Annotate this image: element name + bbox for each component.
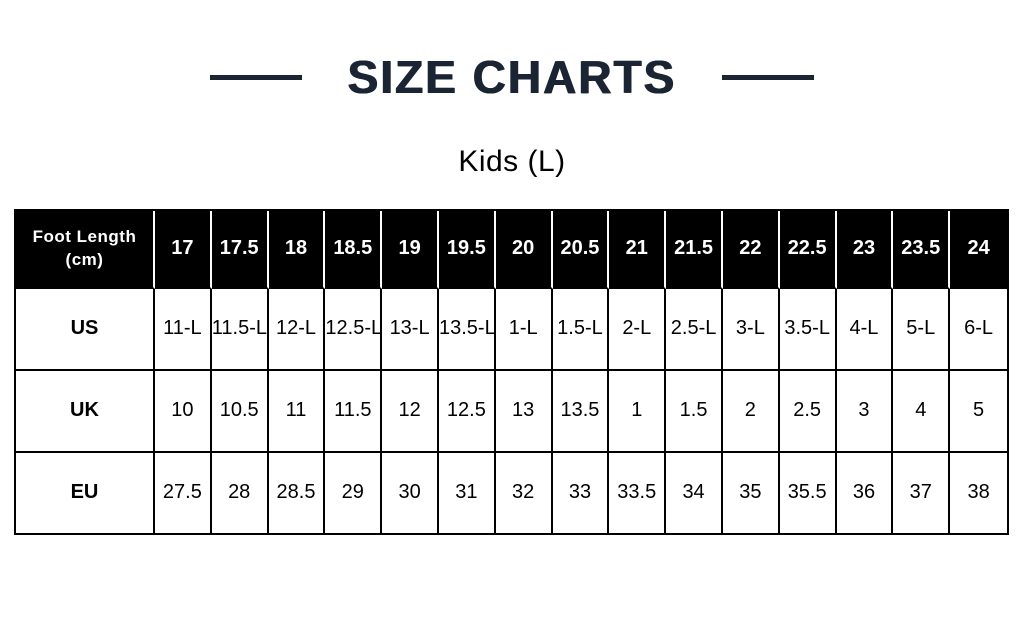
foot-length-header-cell: 18.5 — [325, 210, 383, 289]
foot-length-header-cell: 20 — [495, 210, 553, 289]
size-cell: 3-L — [722, 288, 780, 371]
row-label-us: US — [16, 288, 155, 371]
row-label-eu: EU — [16, 452, 155, 533]
size-cell: 36 — [836, 452, 894, 533]
foot-length-header-cell: 17 — [155, 210, 212, 289]
size-cell: 11-L — [155, 288, 212, 371]
size-cell: 10.5 — [211, 370, 269, 453]
size-cell: 38 — [950, 452, 1007, 533]
foot-length-header-cell: 19.5 — [438, 210, 496, 289]
size-cell: 3.5-L — [779, 288, 837, 371]
foot-length-header-cell: 21.5 — [666, 210, 723, 289]
foot-length-header-cell: 20.5 — [552, 210, 610, 289]
size-cell: 6-L — [950, 288, 1007, 371]
size-cell: 28 — [211, 452, 269, 533]
corner-header-line2: (cm) — [65, 249, 104, 269]
size-cell: 3 — [836, 370, 894, 453]
size-cell: 2.5-L — [666, 288, 723, 371]
size-cell: 4 — [893, 370, 951, 453]
size-cell: 4-L — [836, 288, 894, 371]
size-cell: 12-L — [268, 288, 326, 371]
size-cell: 11 — [268, 370, 326, 453]
corner-header-cell: Foot Length (cm) — [16, 210, 155, 289]
table-row-eu: EU 27.5 28 28.5 29 30 31 32 33 33.5 34 35 35.5 36 37 38 — [16, 452, 1007, 533]
size-cell: 13.5-L — [438, 288, 496, 371]
title-left-dash — [209, 74, 302, 80]
size-cell: 10 — [155, 370, 212, 453]
size-cell: 33 — [552, 452, 610, 533]
size-cell: 13.5 — [552, 370, 610, 453]
size-cell: 11.5-L — [211, 288, 269, 371]
foot-length-header-cell: 22 — [722, 210, 780, 289]
size-cell: 35.5 — [779, 452, 837, 533]
size-cell: 13 — [495, 370, 553, 453]
size-cell: 1-L — [495, 288, 553, 371]
foot-length-header-cell: 24 — [950, 210, 1007, 289]
size-cell: 35 — [722, 452, 780, 533]
foot-length-header-cell: 23.5 — [893, 210, 951, 289]
foot-length-header-cell: 18 — [268, 210, 326, 289]
size-table: Foot Length (cm) 17 17.5 18 18.5 19 19.5 20 20.… — [14, 208, 1009, 535]
size-cell: 12 — [382, 370, 439, 453]
size-cell: 32 — [495, 452, 553, 533]
size-chart-page: SIZE CHARTS Kids (L) Foot Length (cm) 17… — [0, 52, 1024, 535]
row-label-uk: UK — [16, 370, 155, 453]
size-table-head: Foot Length (cm) 17 17.5 18 18.5 19 19.5 20 20.… — [16, 210, 1007, 289]
size-cell: 1 — [609, 370, 667, 453]
size-cell: 31 — [438, 452, 496, 533]
size-cell: 2.5 — [779, 370, 837, 453]
table-row-us: US 11-L 11.5-L 12-L 12.5-L 13-L 13.5-L 1-L 1.5-L… — [16, 288, 1007, 371]
size-cell: 12.5-L — [325, 288, 383, 371]
title-row: SIZE CHARTS — [0, 52, 1024, 103]
table-row-uk: UK 10 10.5 11 11.5 12 12.5 13 13.5 1 1.5 2 2.5 3 4 5 — [16, 370, 1007, 453]
chart-subtitle: Kids (L) — [458, 144, 566, 178]
size-cell: 12.5 — [438, 370, 496, 453]
size-table-body: US 11-L 11.5-L 12-L 12.5-L 13-L 13.5-L 1-L 1.5-L… — [16, 288, 1007, 533]
size-cell: 1.5-L — [552, 288, 610, 371]
size-cell: 2 — [722, 370, 780, 453]
foot-length-header-cell: 22.5 — [779, 210, 837, 289]
title-right-dash — [722, 74, 815, 80]
size-cell: 5-L — [893, 288, 951, 371]
foot-length-header-cell: 19 — [382, 210, 439, 289]
size-cell: 5 — [950, 370, 1007, 453]
table-header-row: Foot Length (cm) 17 17.5 18 18.5 19 19.5 20 20.… — [16, 210, 1007, 289]
size-cell: 1.5 — [666, 370, 723, 453]
size-cell: 33.5 — [609, 452, 667, 533]
size-cell: 11.5 — [325, 370, 383, 453]
size-cell: 2-L — [609, 288, 667, 371]
size-cell: 29 — [325, 452, 383, 533]
size-cell: 37 — [893, 452, 951, 533]
size-cell: 34 — [666, 452, 723, 533]
size-cell: 13-L — [382, 288, 439, 371]
page-title: SIZE CHARTS — [347, 51, 677, 103]
size-cell: 30 — [382, 452, 439, 533]
foot-length-header-cell: 23 — [836, 210, 894, 289]
foot-length-header-cell: 21 — [609, 210, 667, 289]
size-cell: 28.5 — [268, 452, 326, 533]
corner-header-line1: Foot Length — [32, 226, 137, 246]
size-cell: 27.5 — [155, 452, 212, 533]
foot-length-header-cell: 17.5 — [211, 210, 269, 289]
